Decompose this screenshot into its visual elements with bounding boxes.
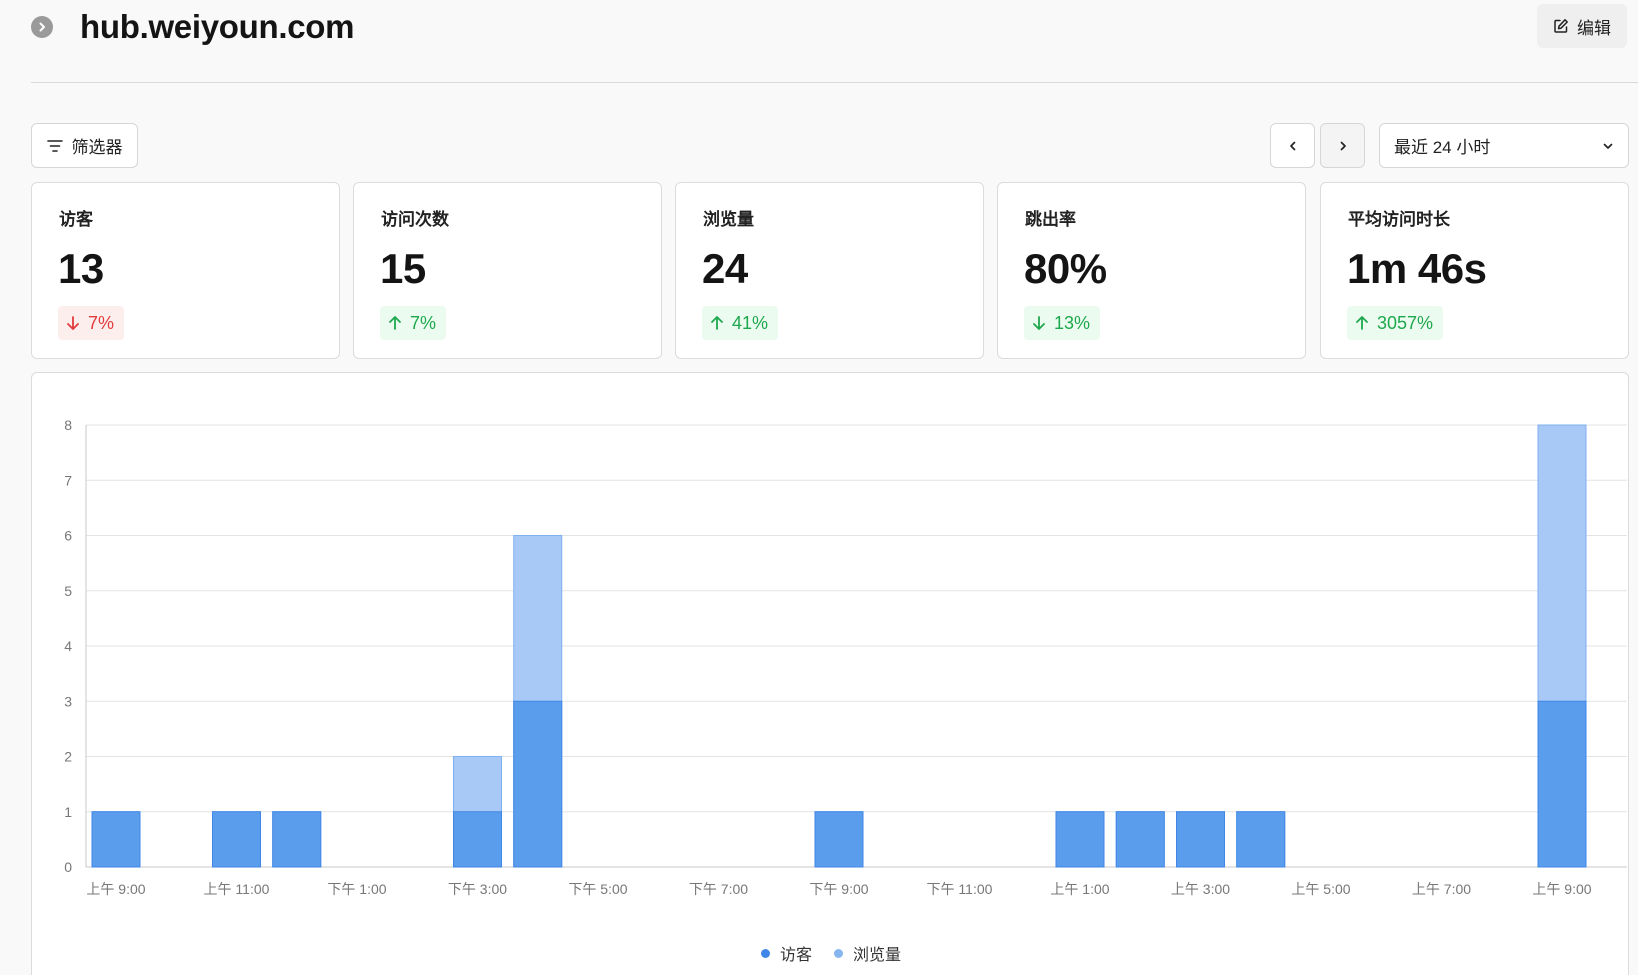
x-tick-label: 上午 9:00 <box>1532 881 1591 897</box>
x-tick-label: 下午 5:00 <box>568 881 627 897</box>
x-tick-label: 上午 1:00 <box>1050 881 1109 897</box>
edit-icon <box>1554 19 1568 33</box>
metric-change-value: 7% <box>88 312 115 333</box>
metric-change-badge: 3057% <box>1347 306 1444 340</box>
metric-value: 1m 46s <box>1347 245 1487 292</box>
chevron-right-icon <box>39 22 45 32</box>
bar-visitors <box>91 811 141 868</box>
bar-visitors <box>1055 811 1105 868</box>
metric-label: 访问次数 <box>381 210 449 229</box>
bar-visitors <box>513 700 563 868</box>
header-divider <box>31 82 1638 83</box>
x-tick-label: 下午 3:00 <box>448 881 507 897</box>
legend-item-pageviews[interactable]: 浏览量 <box>834 941 901 965</box>
date-range-select[interactable]: 最近 24 小时 <box>1379 123 1629 168</box>
metric-change-value: 41% <box>732 312 769 333</box>
arrow-up-icon <box>711 316 723 330</box>
y-tick-label: 1 <box>64 804 72 820</box>
legend-swatch <box>760 948 770 958</box>
metric-card-visitors[interactable]: 访客 13 7% <box>31 182 340 359</box>
x-tick-label: 下午 1:00 <box>327 881 386 897</box>
metric-card-pageviews[interactable]: 浏览量 24 41% <box>675 182 984 359</box>
metric-label: 跳出率 <box>1025 210 1076 229</box>
y-tick-label: 5 <box>64 583 72 599</box>
chart-card: 0 1 2 3 4 5 6 7 8 上午 9:00 上午 11:00 下午 1:00 下午 3:00 下午… <box>31 372 1629 975</box>
next-period-button[interactable] <box>1320 123 1365 168</box>
y-tick-label: 0 <box>64 859 72 875</box>
x-tick-label: 下午 11:00 <box>927 881 993 897</box>
filter-icon <box>46 139 63 152</box>
chart-legend: 访客 浏览量 <box>32 941 1630 965</box>
filter-button[interactable]: 筛选器 <box>31 123 138 168</box>
collapse-toggle-button[interactable] <box>31 16 53 38</box>
metric-change-badge: 41% <box>702 306 779 340</box>
previous-period-button[interactable] <box>1270 123 1315 168</box>
metric-value: 15 <box>380 245 426 292</box>
metric-label: 访客 <box>59 210 93 229</box>
x-tick-label: 上午 3:00 <box>1171 881 1230 897</box>
traffic-chart: 0 1 2 3 4 5 6 7 8 上午 9:00 上午 11:00 下午 1:00 下午 3:00 下午… <box>64 417 1627 897</box>
arrow-up-icon <box>389 316 401 330</box>
edit-button-label: 编辑 <box>1577 18 1611 38</box>
y-tick-label: 3 <box>64 693 72 709</box>
metric-card-visits[interactable]: 访问次数 15 7% <box>353 182 662 359</box>
date-range-value: 最近 24 小时 <box>1394 138 1491 157</box>
legend-label: 访客 <box>779 947 812 964</box>
arrow-up-icon <box>1356 316 1368 330</box>
chevron-right-icon <box>1340 141 1346 150</box>
page-title: hub.weiyoun.com <box>80 8 355 45</box>
metric-change-badge: 7% <box>58 306 125 340</box>
bar-visitors <box>1115 811 1165 868</box>
page-header: hub.weiyoun.com 编辑 <box>0 0 1638 84</box>
y-tick-label: 4 <box>64 638 72 654</box>
chevron-down-icon <box>1603 143 1613 149</box>
metric-label: 浏览量 <box>703 210 754 229</box>
metric-label: 平均访问时长 <box>1348 210 1450 229</box>
metric-change-badge: 13% <box>1024 306 1101 340</box>
metric-change-value: 3057% <box>1377 312 1434 333</box>
metric-card-bounce-rate[interactable]: 跳出率 80% 13% <box>997 182 1306 359</box>
y-tick-label: 7 <box>64 472 72 488</box>
chevron-left-icon <box>1289 141 1295 150</box>
y-tick-label: 8 <box>64 417 72 433</box>
metric-change-badge: 7% <box>380 306 447 340</box>
arrow-down-icon <box>1033 316 1045 330</box>
arrow-down-icon <box>67 316 79 330</box>
bar-visitors <box>212 811 261 868</box>
legend-label: 浏览量 <box>853 947 902 964</box>
bar-visitors <box>453 811 502 868</box>
bar-visitors <box>1537 700 1587 868</box>
bar-visitors <box>814 811 864 868</box>
x-tick-label: 下午 9:00 <box>809 881 868 897</box>
bar-visitors <box>1176 811 1225 868</box>
metric-change-value: 13% <box>1054 312 1091 333</box>
legend-swatch <box>834 948 843 958</box>
metric-change-value: 7% <box>410 312 437 333</box>
x-tick-label: 上午 9:00 <box>86 881 145 897</box>
x-tick-label: 上午 11:00 <box>204 881 270 897</box>
legend-item-visitors[interactable]: 访客 <box>760 941 812 965</box>
metric-value: 80% <box>1024 245 1107 292</box>
metric-value: 13 <box>58 245 104 292</box>
edit-button[interactable]: 编辑 <box>1537 4 1627 48</box>
x-tick-label: 上午 5:00 <box>1291 881 1350 897</box>
x-tick-label: 下午 7:00 <box>689 881 748 897</box>
bar-visitors <box>272 811 322 868</box>
bar-visitors <box>1236 811 1286 868</box>
y-tick-label: 2 <box>64 749 72 765</box>
metric-value: 24 <box>702 245 748 292</box>
filter-button-label: 筛选器 <box>71 138 123 157</box>
x-tick-label: 上午 7:00 <box>1412 881 1471 897</box>
y-tick-label: 6 <box>64 528 72 544</box>
metric-card-avg-visit-duration[interactable]: 平均访问时长 1m 46s 3057% <box>1320 182 1629 359</box>
